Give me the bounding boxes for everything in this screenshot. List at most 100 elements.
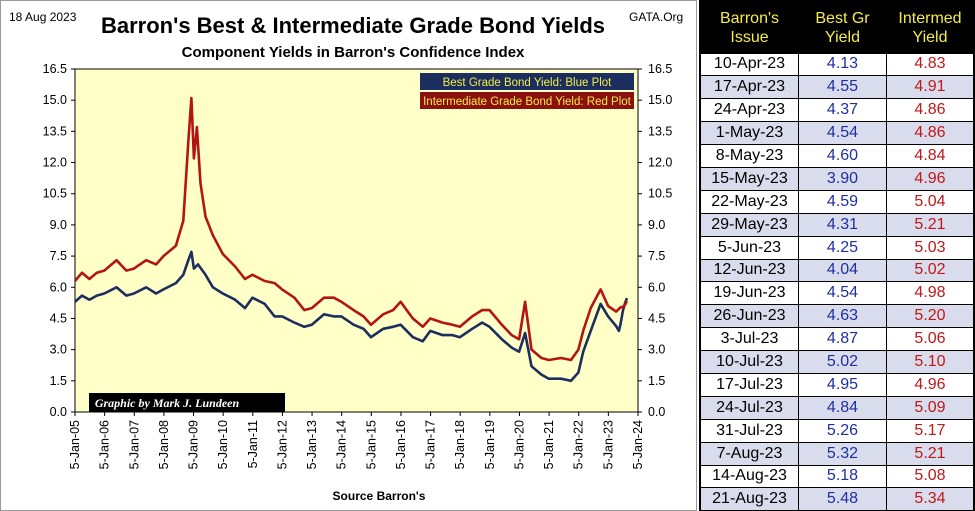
y-tick-label-right: 13.5	[648, 124, 672, 138]
issue-date-cell: 1-May-23	[700, 121, 799, 146]
table-row: 3-Jul-23 4.87 5.06	[700, 327, 974, 352]
table-row: 10-Apr-23 4.13 4.83	[700, 52, 974, 77]
legend-best-box	[420, 73, 634, 90]
chart-panel: 18 Aug 2023 Barron's Best & Intermediate…	[0, 0, 697, 511]
x-tick-label: 5-Jan-07	[127, 420, 141, 469]
best-yield-cell: 5.48	[798, 487, 887, 511]
issue-date-cell: 14-Aug-23	[700, 464, 799, 489]
table-row: 29-May-23 4.31 5.21	[700, 212, 974, 237]
y-tick-label-left: 3.0	[50, 343, 67, 357]
best-yield-cell: 5.26	[798, 418, 887, 443]
best-yield-cell: 4.60	[798, 144, 887, 168]
x-tick-label: 5-Jan-21	[542, 420, 556, 469]
x-tick-label: 5-Jan-18	[453, 420, 467, 469]
table-row: 24-Apr-23 4.37 4.86	[700, 98, 974, 123]
y-tick-label-right: 7.5	[648, 249, 665, 263]
issue-date-cell: 24-Apr-23	[700, 98, 799, 123]
source-tag: GATA.Org	[629, 10, 683, 24]
y-tick-label-right: 10.5	[648, 187, 672, 201]
x-tick-label: 5-Jan-23	[601, 420, 615, 469]
intermediate-yield-cell: 5.20	[886, 304, 974, 329]
x-tick-label: 5-Jan-19	[483, 420, 497, 469]
issue-date-cell: 17-Jul-23	[700, 372, 799, 397]
issue-date-cell: 26-Jun-23	[700, 304, 799, 329]
best-yield-cell: 4.84	[798, 395, 887, 420]
y-tick-label-left: 1.5	[50, 374, 67, 388]
best-yield-cell: 5.02	[798, 350, 887, 374]
intermediate-yield-cell: 5.34	[886, 487, 974, 511]
best-yield-cell: 5.32	[798, 441, 887, 466]
table-row: 7-Aug-23 5.32 5.21	[700, 441, 974, 466]
y-tick-label-right: 6.0	[648, 280, 665, 294]
legend-intermediate-box	[420, 92, 634, 109]
table-row: 26-Jun-23 4.63 5.20	[700, 304, 974, 329]
issue-date-cell: 31-Jul-23	[700, 418, 799, 443]
best-yield-cell: 4.13	[798, 52, 887, 77]
intermediate-yield-cell: 4.83	[886, 52, 974, 77]
issue-date-cell: 21-Aug-23	[700, 487, 799, 511]
y-tick-label-right: 0.0	[648, 405, 665, 419]
header-intermediate-yield: Intermed Yield	[886, 3, 974, 53]
credit-box	[89, 393, 285, 412]
x-tick-label: 5-Jan-22	[572, 420, 586, 469]
yield-table-panel: Barron's Issue Best Gr Yield Intermed Yi…	[699, 0, 975, 511]
best-yield-cell: 4.54	[798, 121, 887, 146]
issue-date-cell: 29-May-23	[700, 212, 799, 237]
intermediate-yield-cell: 5.04	[886, 189, 974, 214]
best-yield-cell: 4.87	[798, 327, 887, 352]
table-row: 14-Aug-23 5.18 5.08	[700, 464, 974, 489]
best-grade-yield-line	[74, 250, 629, 383]
table-header-row: Barron's Issue Best Gr Yield Intermed Yi…	[700, 3, 974, 53]
best-yield-cell: 5.18	[798, 464, 887, 489]
series-layer	[74, 96, 629, 383]
x-tick-label: 5-Jan-15	[364, 420, 378, 469]
issue-date-cell: 24-Jul-23	[700, 395, 799, 420]
intermediate-yield-cell: 5.03	[886, 235, 974, 260]
table-row: 17-Jul-23 4.95 4.96	[700, 372, 974, 397]
y-tick-label-right: 4.5	[648, 311, 665, 325]
intermediate-yield-cell: 5.09	[886, 395, 974, 420]
y-tick-label-left: 0.0	[50, 405, 67, 419]
report-date: 18 Aug 2023	[9, 10, 77, 24]
best-yield-cell: 4.25	[798, 235, 887, 260]
y-tick-label-left: 13.5	[43, 124, 67, 138]
issue-date-cell: 22-May-23	[700, 189, 799, 214]
issue-date-cell: 7-Aug-23	[700, 441, 799, 466]
chart-subtitle: Component Yields in Barron's Confidence …	[182, 44, 525, 61]
x-tick-label: 5-Jan-06	[98, 420, 112, 469]
y-tick-label-left: 12.0	[43, 156, 67, 170]
legend: Best Grade Bond Yield: Blue Plot Interme…	[420, 73, 634, 109]
y-tick-label-right: 15.0	[648, 93, 672, 107]
y-tick-label-left: 16.5	[43, 62, 67, 76]
x-tick-label: 5-Jan-08	[157, 420, 171, 469]
credit-label: Graphic by Mark J. Lundeen	[95, 396, 240, 410]
issue-date-cell: 17-Apr-23	[700, 75, 799, 100]
y-tick-label-left: 15.0	[43, 93, 67, 107]
issue-date-cell: 8-May-23	[700, 144, 799, 168]
y-tick-label-right: 12.0	[648, 156, 672, 170]
x-tick-label: 5-Jan-05	[68, 420, 82, 469]
intermediate-yield-cell: 4.86	[886, 98, 974, 123]
table-row: 19-Jun-23 4.54 4.98	[700, 281, 974, 306]
x-tick-label: 5-Jan-16	[394, 420, 408, 469]
table-row: 10-Jul-23 5.02 5.10	[700, 350, 974, 374]
legend-best-label: Best Grade Bond Yield: Blue Plot	[443, 77, 613, 89]
table-row: 31-Jul-23 5.26 5.17	[700, 418, 974, 443]
intermediate-yield-cell: 5.10	[886, 350, 974, 374]
legend-intermediate-label: Intermediate Grade Bond Yield: Red Plot	[423, 96, 632, 108]
x-tick-label: 5-Jan-12	[275, 420, 289, 469]
issue-date-cell: 5-Jun-23	[700, 235, 799, 260]
plot-area	[74, 68, 639, 413]
x-tick-label: 5-Jan-14	[335, 420, 349, 469]
best-yield-cell: 4.31	[798, 212, 887, 237]
table-row: 12-Jun-23 4.04 5.02	[700, 258, 974, 283]
x-tick-label: 5-Jan-24	[631, 420, 645, 469]
issue-date-cell: 10-Apr-23	[700, 52, 799, 77]
best-yield-cell: 4.54	[798, 281, 887, 306]
table-row: 1-May-23 4.54 4.86	[700, 121, 974, 146]
intermediate-yield-cell: 5.21	[886, 441, 974, 466]
header-issue: Barron's Issue	[700, 3, 799, 53]
issue-date-cell: 10-Jul-23	[700, 350, 799, 374]
table-row: 15-May-23 3.90 4.96	[700, 166, 974, 191]
x-tick-label: 5-Jan-20	[512, 420, 526, 469]
